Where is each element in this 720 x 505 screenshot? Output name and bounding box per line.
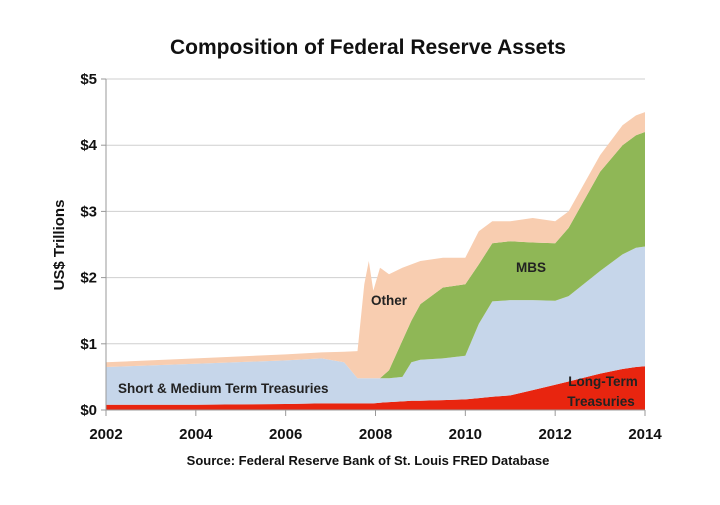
series-label-short-medium: Short & Medium Term Treasuries bbox=[118, 381, 329, 396]
series-label-other: Other bbox=[371, 293, 408, 308]
x-tick-label: 2010 bbox=[449, 426, 482, 443]
y-tick-label: $2 bbox=[80, 270, 97, 287]
area-other bbox=[106, 112, 645, 379]
x-tick-label: 2014 bbox=[628, 426, 662, 443]
axes bbox=[101, 78, 646, 416]
chart-title: Composition of Federal Reserve Assets bbox=[170, 36, 566, 59]
series-label-long-term-2: Treasuries bbox=[567, 394, 635, 409]
area-short-medium-term-treasuries bbox=[106, 246, 645, 405]
series-label-mbs: MBS bbox=[516, 260, 546, 275]
source-note: Source: Federal Reserve Bank of St. Loui… bbox=[187, 453, 550, 468]
x-tick-label: 2006 bbox=[269, 426, 302, 443]
x-tick-label: 2002 bbox=[89, 426, 122, 443]
y-tick-label: $3 bbox=[80, 203, 97, 220]
area-mbs bbox=[106, 132, 645, 379]
x-tick-label: 2004 bbox=[179, 426, 213, 443]
series-label-long-term-1: Long-Term bbox=[568, 374, 638, 389]
x-tick-label: 2008 bbox=[359, 426, 392, 443]
x-tick-labels: 2002 2004 2006 2008 2010 2012 2014 bbox=[89, 426, 662, 443]
y-tick-label: $4 bbox=[80, 137, 97, 154]
areas bbox=[106, 112, 645, 410]
y-tick-label: $1 bbox=[80, 336, 97, 353]
y-axis-label: US$ Trillions bbox=[51, 200, 68, 291]
y-tick-labels: $0 $1 $2 $3 $4 $5 bbox=[80, 71, 97, 419]
x-tick-label: 2012 bbox=[538, 426, 571, 443]
y-tick-label: $0 bbox=[80, 402, 97, 419]
y-tick-label: $5 bbox=[80, 71, 97, 88]
area-long-term-treasuries bbox=[106, 366, 645, 410]
